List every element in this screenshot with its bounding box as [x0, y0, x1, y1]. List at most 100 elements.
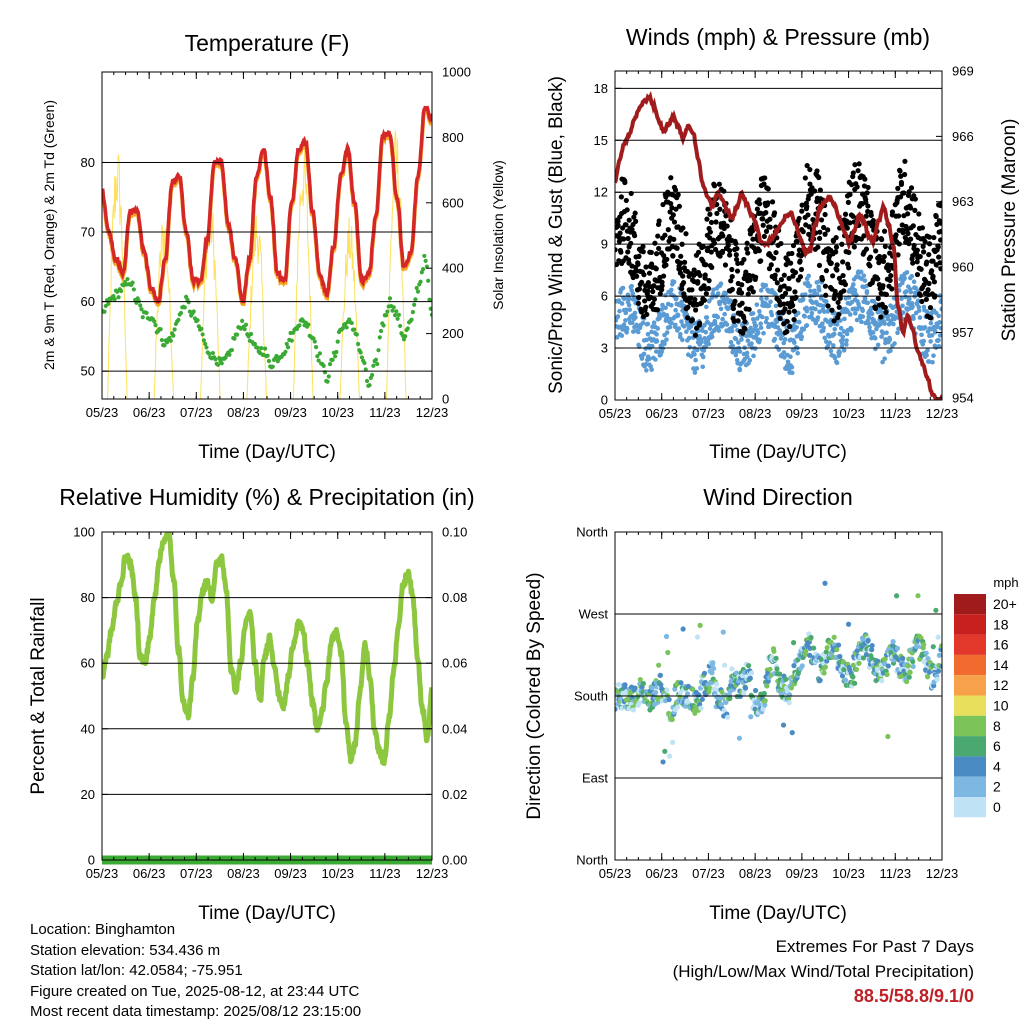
direction-point [697, 622, 703, 628]
wind-gust-point [657, 291, 663, 297]
wind-gust-point [668, 200, 674, 207]
wind-speed-point [834, 360, 840, 366]
wind-gust-point [879, 236, 885, 243]
wind-speed-point [651, 320, 657, 325]
direction-point [939, 663, 942, 669]
wind-gust-point [635, 300, 641, 307]
dewpoint-point [240, 318, 245, 323]
xtick-label: 08/23 [739, 866, 772, 881]
wind-gust-point [676, 203, 682, 209]
wind-gust-point [822, 231, 828, 237]
dewpoint-point [395, 316, 400, 321]
dewpoint-point [262, 346, 268, 351]
dewpoint-point [352, 327, 357, 332]
wind-speed-point [722, 300, 728, 306]
wind-gust-point [919, 298, 925, 305]
wind-gust-point [798, 266, 805, 273]
wind-gust-point [847, 191, 853, 198]
direction-point [664, 687, 670, 693]
direction-point [834, 647, 840, 653]
direction-point [906, 674, 912, 680]
direction-point [817, 677, 823, 683]
wind-gust-point [921, 249, 927, 255]
dewpoint-point [130, 280, 135, 285]
direction-point [924, 674, 931, 680]
wind-gust-point [765, 200, 771, 206]
legend-label: 8 [993, 718, 1001, 734]
ytick-label: 12 [594, 185, 608, 200]
legend-swatch [954, 776, 986, 797]
direction-point [711, 686, 717, 692]
wind-speed-point [807, 283, 813, 289]
wind-speed-point [778, 336, 784, 341]
ytick-label: 20 [81, 787, 95, 802]
dewpoint-point [162, 343, 167, 348]
xtick-label: 05/23 [86, 405, 119, 420]
wind-speed-point [704, 304, 709, 310]
dewpoint-point [168, 338, 173, 343]
wind-gust-point [631, 233, 638, 239]
legend-label: 20+ [993, 596, 1017, 612]
wind-speed-point [922, 325, 928, 330]
dewpoint-point [125, 276, 130, 282]
dewpoint-point [423, 258, 428, 264]
wind-speed-point [828, 348, 834, 354]
wind-speed-point [813, 306, 818, 312]
wind-gust-point [799, 208, 805, 214]
wind-gust-point [910, 223, 916, 229]
direction-point [674, 704, 681, 710]
wind-speed-point [816, 287, 822, 293]
extremes-title: Extremes For Past 7 Days [775, 937, 974, 956]
wind-gust-point [889, 209, 896, 215]
wind-speed-point [707, 326, 713, 331]
direction-point [767, 666, 773, 672]
direction-point [752, 687, 759, 694]
wind-gust-point [762, 175, 768, 181]
dewpoint-point [424, 264, 430, 269]
dewpoint-point [274, 353, 279, 359]
y2tick-label: 1000 [442, 65, 471, 80]
wind-gust-point [713, 219, 719, 225]
wind-gust-point [625, 249, 631, 255]
wind-gust-point [753, 274, 759, 280]
wind-speed-point [694, 347, 700, 353]
ytick-label: North [576, 525, 608, 540]
wind-gust-point [819, 277, 826, 283]
dewpoint-point [270, 364, 275, 369]
direction-point [811, 645, 817, 651]
dewpoint-point [138, 303, 143, 308]
direction-point [835, 642, 842, 648]
wind-speed-point [827, 340, 833, 345]
direction-point [839, 673, 846, 679]
wind-speed-point [745, 354, 750, 360]
direction-point [905, 663, 911, 669]
direction-point [718, 701, 725, 708]
wind-speed-point [882, 356, 887, 361]
wind-gust-point [864, 190, 870, 196]
wind-gust-point [881, 253, 887, 260]
ytick-label: 3 [601, 341, 608, 356]
wind-gust-point [730, 305, 737, 312]
wind-speed-point [931, 353, 936, 358]
direction-point [670, 739, 676, 745]
wind-speed-point [752, 346, 758, 351]
dewpoint-point [171, 333, 176, 338]
legend-label: 14 [993, 657, 1009, 673]
winds-xlabel: Time (Day/UTC) [709, 442, 847, 463]
direction-point [656, 662, 662, 668]
direction-point [915, 593, 921, 599]
wind-speed-point [621, 296, 627, 302]
wind-speed-point [645, 321, 651, 327]
wind-gust-point [938, 228, 942, 234]
wind-speed-point [684, 329, 689, 334]
dewpoint-point [252, 341, 257, 347]
wind-speed-point [856, 304, 862, 309]
wind-gust-point [615, 218, 621, 225]
station-pressure-line [615, 90, 942, 400]
dewpoint-point [316, 358, 321, 363]
wind-gust-point [651, 296, 658, 302]
dewpoint-point [384, 313, 389, 318]
dewpoint-point [367, 383, 372, 388]
wind-gust-point [817, 187, 823, 193]
ytick-label: 60 [81, 294, 95, 309]
